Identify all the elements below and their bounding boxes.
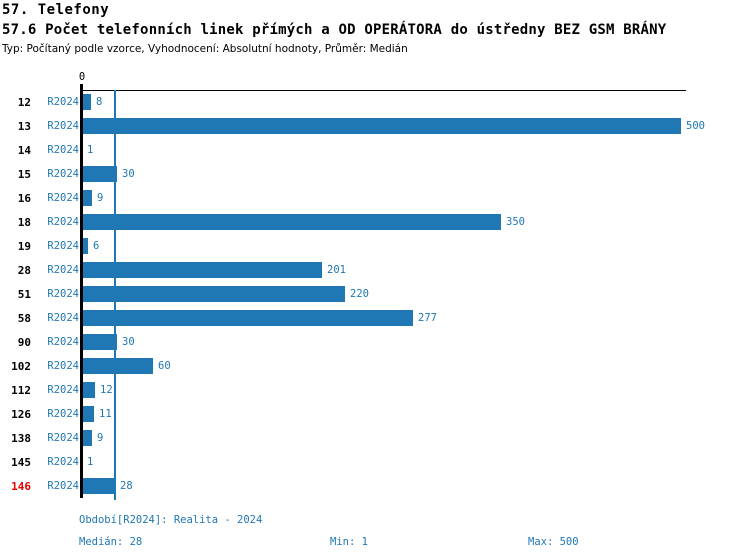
- value-label: 8: [96, 96, 103, 108]
- y-axis-line: [80, 84, 83, 498]
- footer-min: Min: 1: [330, 536, 368, 548]
- value-label: 1: [87, 144, 94, 156]
- bar: [81, 214, 501, 230]
- value-label: 60: [158, 360, 171, 372]
- bar: [81, 166, 117, 182]
- category-label: 146: [11, 480, 31, 493]
- series-label: R2024: [47, 120, 79, 132]
- value-label: 277: [418, 312, 437, 324]
- category-label: 14: [17, 144, 31, 157]
- series-label: R2024: [47, 96, 79, 108]
- bar: [81, 118, 681, 134]
- value-label: 30: [122, 336, 135, 348]
- category-label: 145: [11, 456, 31, 469]
- series-label: R2024: [47, 360, 79, 372]
- value-label: 30: [122, 168, 135, 180]
- bar: [81, 94, 91, 110]
- series-label: R2024: [47, 432, 79, 444]
- footer-median: Medián: 28: [79, 536, 143, 548]
- value-label: 201: [327, 264, 346, 276]
- value-label: 9: [97, 192, 104, 204]
- category-label: 13: [17, 120, 31, 133]
- category-label: 102: [11, 360, 31, 373]
- category-label: 19: [17, 240, 31, 253]
- bar: [81, 190, 92, 206]
- value-label: 220: [350, 288, 369, 300]
- chart-subtitle: 57.6 Počet telefonních linek přímých a O…: [2, 22, 667, 38]
- value-label: 9: [97, 432, 104, 444]
- x-axis-line: [82, 90, 686, 91]
- footer-period: Období[R2024]: Realita - 2024: [79, 514, 263, 526]
- bar: [81, 478, 115, 494]
- category-label: 112: [11, 384, 31, 397]
- chart-meta-line: Typ: Počítaný podle vzorce, Vyhodnocení:…: [2, 43, 408, 55]
- category-label: 138: [11, 432, 31, 445]
- series-label: R2024: [47, 216, 79, 228]
- bar: [81, 406, 94, 422]
- bar: [81, 382, 95, 398]
- series-label: R2024: [47, 408, 79, 420]
- series-label: R2024: [47, 264, 79, 276]
- category-label: 16: [17, 192, 31, 205]
- series-label: R2024: [47, 288, 79, 300]
- series-label: R2024: [47, 336, 79, 348]
- bar: [81, 286, 345, 302]
- footer-max: Max: 500: [528, 536, 579, 548]
- bar: [81, 310, 413, 326]
- bar: [81, 334, 117, 350]
- x-axis-zero-tick-label: 0: [78, 71, 86, 83]
- category-label: 90: [17, 336, 31, 349]
- series-label: R2024: [47, 168, 79, 180]
- category-label: 51: [17, 288, 31, 301]
- value-label: 11: [99, 408, 112, 420]
- value-label: 28: [120, 480, 133, 492]
- series-label: R2024: [47, 456, 79, 468]
- series-label: R2024: [47, 240, 79, 252]
- value-label: 500: [686, 120, 705, 132]
- category-label: 15: [17, 168, 31, 181]
- bar: [81, 430, 92, 446]
- value-label: 6: [93, 240, 100, 252]
- bar: [81, 358, 153, 374]
- category-label: 58: [17, 312, 31, 325]
- value-label: 350: [506, 216, 525, 228]
- bar: [81, 262, 322, 278]
- series-label: R2024: [47, 480, 79, 492]
- page-title: 57. Telefony: [2, 2, 110, 18]
- category-label: 28: [17, 264, 31, 277]
- category-label: 12: [17, 96, 31, 109]
- series-label: R2024: [47, 144, 79, 156]
- category-label: 126: [11, 408, 31, 421]
- category-label: 18: [17, 216, 31, 229]
- value-label: 1: [87, 456, 94, 468]
- series-label: R2024: [47, 384, 79, 396]
- series-label: R2024: [47, 192, 79, 204]
- series-label: R2024: [47, 312, 79, 324]
- bar: [81, 238, 88, 254]
- value-label: 12: [100, 384, 113, 396]
